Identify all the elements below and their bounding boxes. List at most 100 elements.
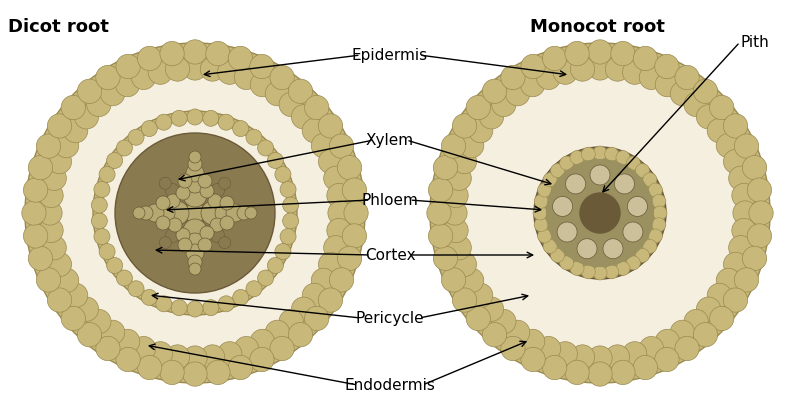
Circle shape — [166, 194, 180, 208]
Circle shape — [210, 218, 224, 232]
Circle shape — [270, 66, 294, 90]
Circle shape — [434, 155, 458, 180]
Circle shape — [237, 206, 251, 220]
Circle shape — [25, 43, 365, 383]
Circle shape — [577, 239, 597, 259]
Circle shape — [626, 156, 640, 170]
Circle shape — [155, 203, 175, 223]
Circle shape — [654, 54, 679, 79]
Circle shape — [521, 54, 546, 79]
Circle shape — [166, 345, 190, 369]
Circle shape — [138, 356, 162, 380]
Circle shape — [42, 166, 66, 190]
Circle shape — [543, 239, 557, 253]
Circle shape — [266, 320, 290, 344]
Circle shape — [116, 140, 132, 156]
Text: Dicot root: Dicot root — [8, 18, 109, 36]
Circle shape — [479, 297, 503, 321]
Circle shape — [675, 66, 699, 90]
Circle shape — [201, 191, 217, 207]
Circle shape — [42, 236, 66, 260]
Circle shape — [649, 229, 662, 243]
Circle shape — [570, 345, 594, 369]
Circle shape — [178, 238, 192, 252]
Circle shape — [178, 174, 192, 188]
Circle shape — [616, 150, 630, 164]
Circle shape — [716, 133, 741, 158]
Circle shape — [138, 46, 162, 70]
Circle shape — [588, 56, 612, 80]
Text: Phloem: Phloem — [362, 192, 418, 208]
Circle shape — [452, 288, 477, 312]
Text: Xylem: Xylem — [366, 133, 414, 147]
Circle shape — [605, 265, 618, 279]
Circle shape — [643, 173, 657, 187]
Circle shape — [466, 96, 490, 120]
Circle shape — [342, 178, 366, 202]
Circle shape — [185, 233, 205, 253]
Circle shape — [537, 337, 561, 361]
Circle shape — [342, 224, 366, 248]
Text: Monocot root: Monocot root — [530, 18, 665, 36]
Circle shape — [697, 105, 721, 129]
Circle shape — [466, 306, 490, 330]
Circle shape — [747, 224, 771, 248]
Circle shape — [643, 239, 657, 253]
Circle shape — [156, 296, 172, 312]
Circle shape — [429, 178, 453, 202]
Circle shape — [94, 181, 110, 197]
Circle shape — [537, 65, 561, 89]
Circle shape — [270, 336, 294, 360]
Circle shape — [444, 218, 468, 243]
Circle shape — [447, 166, 471, 190]
Circle shape — [185, 203, 205, 223]
Circle shape — [318, 252, 342, 276]
Circle shape — [588, 346, 612, 370]
Circle shape — [305, 96, 329, 120]
Circle shape — [482, 323, 506, 347]
Circle shape — [327, 183, 351, 208]
Circle shape — [734, 134, 758, 158]
Text: Epidermis: Epidermis — [352, 47, 428, 63]
Circle shape — [606, 57, 630, 81]
Circle shape — [201, 201, 225, 225]
Circle shape — [156, 196, 170, 210]
Circle shape — [78, 323, 102, 347]
Circle shape — [106, 258, 122, 274]
Circle shape — [614, 174, 634, 194]
Circle shape — [148, 60, 173, 84]
Circle shape — [534, 218, 548, 232]
Circle shape — [160, 42, 184, 66]
Circle shape — [250, 329, 274, 353]
Circle shape — [634, 356, 658, 380]
Circle shape — [344, 201, 368, 225]
Circle shape — [218, 60, 242, 84]
Circle shape — [200, 184, 214, 198]
Circle shape — [54, 133, 78, 158]
Circle shape — [318, 114, 342, 138]
Circle shape — [188, 157, 202, 171]
Circle shape — [86, 92, 111, 117]
Circle shape — [747, 178, 771, 202]
Circle shape — [47, 150, 71, 174]
Circle shape — [469, 118, 493, 143]
Circle shape — [115, 133, 275, 293]
Circle shape — [233, 289, 249, 305]
Circle shape — [710, 96, 734, 120]
Circle shape — [115, 73, 140, 97]
Circle shape — [28, 155, 53, 180]
Circle shape — [94, 229, 110, 245]
Circle shape — [444, 183, 468, 208]
Circle shape — [187, 109, 203, 125]
Circle shape — [200, 57, 225, 81]
Circle shape — [723, 288, 748, 312]
Circle shape — [173, 191, 189, 207]
Circle shape — [311, 133, 335, 158]
Circle shape — [228, 356, 253, 380]
Circle shape — [133, 207, 145, 219]
Circle shape — [139, 206, 153, 220]
Circle shape — [258, 270, 274, 286]
Circle shape — [588, 362, 612, 386]
Circle shape — [128, 281, 144, 297]
Circle shape — [749, 201, 773, 225]
